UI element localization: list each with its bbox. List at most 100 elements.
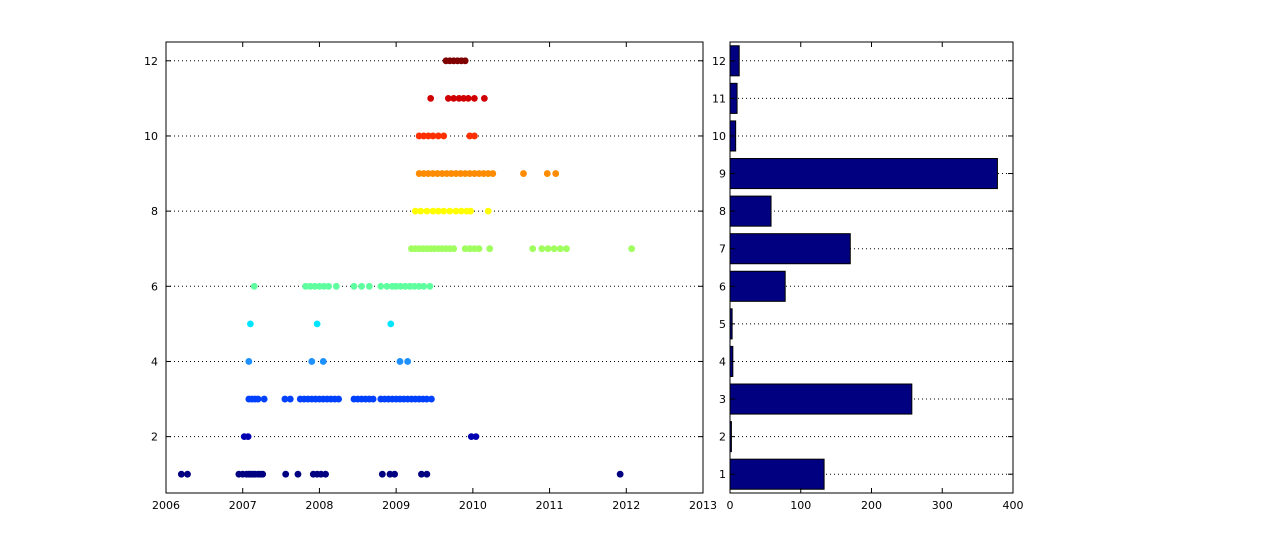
bar-y-tick-label: 5 [719, 318, 726, 331]
scatter-point [335, 395, 343, 403]
scatter-point [550, 245, 558, 253]
scatter-series-9 [415, 170, 560, 177]
scatter-point [383, 282, 391, 290]
scatter-y-tick-label: 10 [144, 130, 158, 143]
bar-9 [729, 158, 998, 190]
scatter-point [250, 282, 258, 290]
scatter-point [427, 94, 435, 102]
scatter-point [440, 207, 448, 215]
bar-y-tick-label: 3 [719, 393, 726, 406]
scatter-point [450, 245, 458, 253]
bar-6 [729, 270, 786, 302]
scatter-series-1 [177, 470, 624, 478]
scatter-point [457, 207, 465, 215]
scatter-axes-frame [165, 41, 704, 494]
scatter-y-tick-label: 4 [151, 355, 158, 368]
scatter-point [245, 358, 253, 365]
scatter-point [313, 320, 321, 328]
scatter-point [470, 132, 478, 140]
scatter-point [440, 132, 448, 140]
scatter-point [470, 94, 478, 102]
scatter-point [387, 320, 395, 328]
scatter-point [446, 207, 454, 215]
scatter-point [417, 207, 425, 215]
scatter-point [467, 207, 474, 215]
scatter-point [420, 282, 428, 290]
scatter-point [429, 207, 437, 215]
scatter-point [294, 470, 302, 478]
bar-y-tick-label: 11 [712, 92, 726, 105]
scatter-point [556, 245, 564, 253]
bar-y-tick-label: 8 [719, 205, 726, 218]
bar-7 [729, 233, 851, 265]
scatter-series-7 [408, 245, 636, 253]
scatter-point [404, 358, 412, 365]
scatter-point [544, 245, 552, 253]
scatter-point [184, 470, 191, 478]
bar-3 [729, 383, 913, 415]
scatter-x-tick-label: 2012 [612, 499, 640, 512]
scatter-x-tick-label: 2007 [229, 499, 257, 512]
scatter-point [391, 470, 399, 478]
scatter-x-tick-label: 2010 [459, 499, 487, 512]
scatter-point [461, 57, 469, 65]
scatter-point [411, 207, 419, 215]
scatter-series-4 [245, 358, 412, 365]
scatter-x-tick-label: 2008 [305, 499, 333, 512]
scatter-point [418, 470, 425, 478]
scatter-point [259, 470, 267, 478]
scatter-point [423, 470, 431, 478]
scatter-point [563, 245, 570, 253]
scatter-point [538, 245, 546, 253]
scatter-point [365, 282, 373, 290]
scatter-point [244, 433, 252, 441]
scatter-point [452, 207, 460, 215]
scatter-point [628, 245, 636, 253]
scatter-point [489, 170, 497, 177]
scatter-point [286, 395, 294, 403]
scatter-point [378, 470, 386, 478]
scatter-y-tick-label: 8 [151, 205, 158, 218]
scatter-point [616, 470, 624, 478]
scatter-point [464, 94, 472, 102]
scatter-point [475, 245, 483, 253]
bar-y-tick-label: 9 [719, 168, 726, 181]
scatter-point [350, 282, 358, 290]
bar-x-tick-label: 200 [861, 499, 882, 512]
bar-8 [729, 195, 772, 227]
scatter-plot: 2 4 6 8 10 12 2006 2007 2008 2009 2010 2011 2012 2013 [144, 41, 717, 512]
scatter-point [377, 282, 385, 290]
scatter-point [529, 245, 537, 253]
scatter-series-3 [245, 395, 435, 403]
scatter-point [434, 132, 442, 140]
scatter-point [281, 395, 289, 403]
bar-y-tick-label: 4 [719, 355, 726, 368]
scatter-series-5 [246, 320, 395, 328]
scatter-point [325, 282, 333, 290]
scatter-x-tick-label: 2011 [536, 499, 564, 512]
scatter-series-6 [250, 282, 434, 290]
scatter-point [444, 94, 452, 102]
scatter-point [319, 358, 327, 365]
scatter-x-tick-label: 2009 [382, 499, 410, 512]
scatter-point [246, 320, 254, 328]
scatter-series-11 [427, 94, 488, 102]
scatter-point [434, 207, 442, 215]
bar-y-tick-label: 2 [719, 431, 726, 444]
scatter-y-tick-label: 12 [144, 55, 158, 68]
scatter-x-tick-label: 2013 [689, 499, 717, 512]
scatter-point [177, 470, 185, 478]
scatter-point [423, 207, 431, 215]
scatter-point [543, 170, 551, 177]
scatter-series-12 [442, 57, 469, 65]
scatter-point [396, 358, 404, 365]
bar-axes-frame [729, 41, 1014, 494]
scatter-point [520, 170, 527, 177]
bar-x-tick-label: 100 [790, 499, 811, 512]
bar-x-tick-label: 0 [727, 499, 734, 512]
bar-y-tick-label: 7 [719, 243, 726, 256]
scatter-series-2 [240, 433, 480, 441]
scatter-point [282, 470, 290, 478]
